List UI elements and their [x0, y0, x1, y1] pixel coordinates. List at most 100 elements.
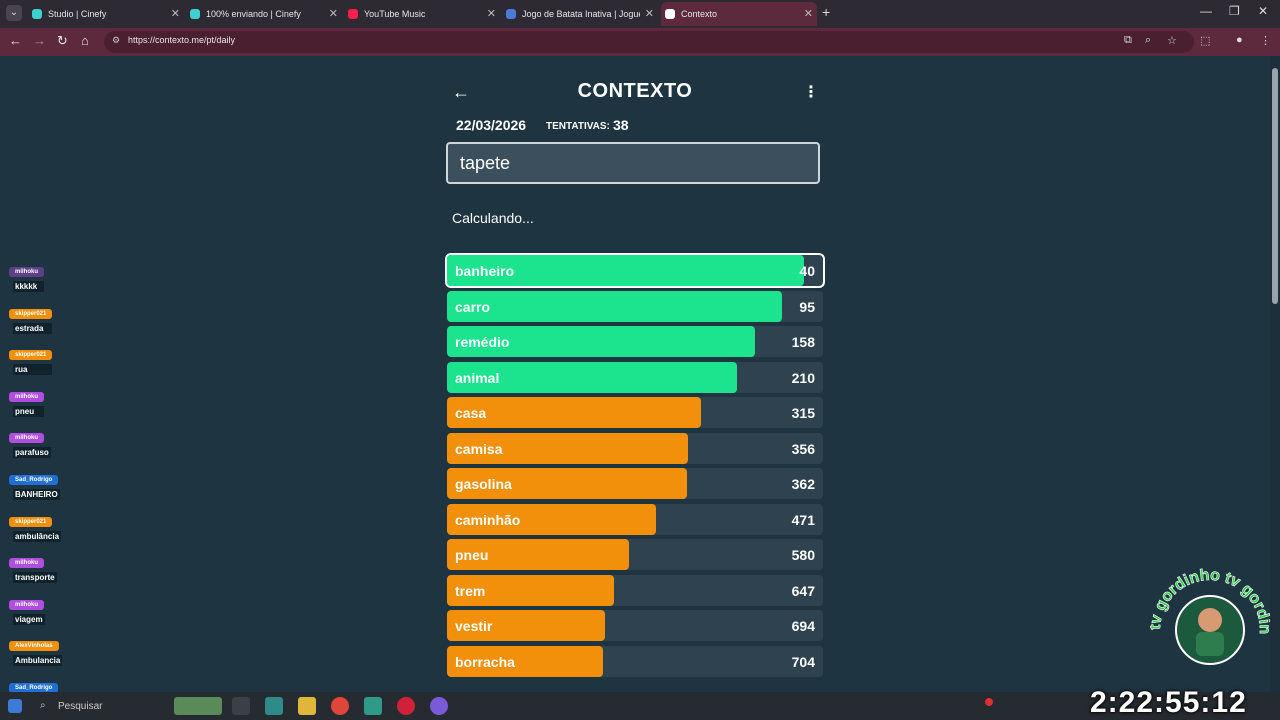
scroll-thumb[interactable] — [1272, 68, 1278, 304]
tentativas-label: TENTATIVAS: — [546, 121, 610, 132]
zoom-icon[interactable]: ⌕ — [1145, 34, 1152, 46]
tab-close-icon[interactable]: ✕ — [170, 8, 180, 20]
taskbar: ⌕ Pesquisar — [0, 692, 1280, 720]
reload-icon[interactable]: ↻ — [57, 33, 68, 48]
browser-tab[interactable]: 100% enviando | Cinefy ✕ — [186, 2, 342, 26]
tab-close-icon[interactable]: ✕ — [328, 8, 338, 20]
guess-proximity-bar — [447, 397, 701, 428]
chat-username: milhoku — [9, 599, 45, 610]
chrome-icon[interactable] — [331, 697, 349, 715]
chat-username: skipper021 — [9, 308, 53, 319]
close-window-icon[interactable]: ✕ — [1258, 4, 1269, 18]
guess-proximity-bar — [447, 503, 656, 535]
opera-icon[interactable] — [397, 697, 415, 715]
guess-input[interactable] — [446, 142, 820, 184]
url-text: https://contexto.me/pt/daily — [128, 35, 236, 45]
chat-username: milhoku — [9, 391, 45, 402]
guess-row: casa 315 — [447, 397, 823, 428]
chat-message: milhoku transporte — [9, 551, 57, 584]
task-view-icon[interactable] — [232, 697, 250, 715]
guess-word: casa — [455, 405, 487, 421]
omnibox[interactable]: ⚙ https://contexto.me/pt/daily — [104, 31, 1194, 53]
browser-tab[interactable]: Studio | Cinefy ✕ — [28, 2, 184, 26]
windows-start-icon[interactable] — [8, 699, 22, 713]
bookmark-star-icon[interactable]: ☆ — [1167, 35, 1177, 47]
guess-word: vestir — [455, 618, 493, 634]
guess-rank: 694 — [791, 618, 815, 634]
store-icon[interactable] — [265, 697, 283, 715]
restore-icon[interactable]: ❐ — [1229, 4, 1240, 18]
chat-message: milhoku viagem — [9, 593, 45, 625]
guess-row: vestir 694 — [447, 610, 823, 641]
back-arrow-icon[interactable]: ← — [452, 82, 470, 102]
search-label: Pesquisar — [58, 701, 103, 712]
more-options-icon[interactable]: ⋮ — [803, 84, 819, 101]
tab-search-button[interactable]: ⌄ — [6, 5, 22, 21]
taskbar-search[interactable]: ⌕ Pesquisar — [30, 695, 170, 717]
tab-favicon-icon — [506, 9, 516, 19]
page-scrollbar[interactable] — [1270, 56, 1280, 692]
tab-favicon-icon — [32, 9, 42, 19]
chat-text: viagem — [13, 613, 45, 625]
chat-text: transporte — [13, 572, 57, 584]
page-title: CONTEXTO — [577, 80, 693, 102]
chat-message: skipper021 ambulância — [9, 510, 62, 542]
profile-avatar[interactable]: ● — [1236, 34, 1243, 46]
guess-word: trem — [455, 582, 486, 599]
chat-message: skipper021 estrada — [9, 302, 53, 334]
chat-text: Ambulancia — [13, 655, 63, 667]
browser-tab[interactable]: Contexto ✕ — [661, 2, 817, 26]
guess-proximity-bar — [447, 574, 615, 606]
chat-text: rua — [13, 364, 53, 376]
site-info-icon[interactable]: ⚙ — [112, 35, 121, 45]
streamer-logo: tv gordinho tv gordinho — [1150, 568, 1270, 665]
guess-row: camisa 356 — [447, 432, 823, 464]
guess-rank: 95 — [799, 298, 815, 315]
chat-text: BANHEIRO — [13, 489, 60, 500]
minimize-icon[interactable]: — — [1200, 4, 1212, 18]
app-icon-2[interactable] — [430, 697, 448, 715]
guess-word: gasolina — [455, 476, 512, 492]
guess-proximity-bar — [447, 468, 687, 499]
tab-close-icon[interactable]: ✕ — [803, 8, 813, 20]
home-icon[interactable]: ⌂ — [81, 33, 89, 48]
extensions-icon[interactable]: ⬚ — [1200, 35, 1211, 47]
browser-tab[interactable]: Jogo de Batata Inativa | Jogue o ✕ — [502, 2, 658, 26]
chat-message: skipper021 rua — [9, 343, 53, 376]
tab-bar: ⌄ Studio | Cinefy ✕ 100% enviando | Cinefy… — [0, 0, 1280, 28]
forward-icon[interactable]: → — [33, 33, 46, 48]
notification-badge — [985, 698, 993, 706]
guess-rank: 580 — [791, 547, 815, 563]
weather-widget-icon[interactable] — [174, 697, 222, 715]
app-icon[interactable] — [364, 697, 382, 715]
search-icon: ⌕ — [40, 700, 46, 711]
tab-close-icon[interactable]: ✕ — [644, 8, 654, 20]
chat-username: AlexVinholas — [9, 641, 59, 652]
back-icon[interactable]: ← — [9, 33, 22, 48]
chat-message: AlexVinholas Ambulancia — [9, 634, 63, 667]
menu-icon[interactable]: ⋮ — [1260, 35, 1271, 47]
guess-rank: 356 — [791, 440, 815, 457]
browser-tab[interactable]: YouTube Music ✕ — [344, 2, 500, 26]
tab-favicon-icon — [348, 9, 358, 19]
guess-row: banheiro 40 — [445, 253, 825, 288]
game-date: 22/03/2026 — [456, 117, 527, 133]
guess-word: caminhão — [455, 511, 521, 528]
guess-rank: 647 — [791, 582, 815, 599]
install-app-icon[interactable]: ⧉ — [1124, 34, 1132, 46]
chat-message: milhoku pneu — [9, 385, 45, 417]
tab-close-icon[interactable]: ✕ — [486, 8, 496, 20]
guess-rank: 210 — [791, 369, 815, 386]
chat-username: skipper021 — [9, 350, 53, 361]
chat-message: milhoku parafuso — [9, 426, 51, 459]
guess-proximity-bar — [447, 255, 805, 286]
guess-proximity-bar — [447, 361, 737, 393]
guess-word: carro — [455, 298, 491, 315]
tab-title: YouTube Music — [364, 9, 426, 19]
chat-username: milhoku — [9, 433, 45, 444]
chat-text: estrada — [13, 322, 53, 334]
tab-title: Contexto — [681, 9, 718, 19]
new-tab-button[interactable]: + — [822, 4, 831, 20]
guess-proximity-bar — [447, 326, 756, 357]
file-explorer-icon[interactable] — [298, 697, 316, 715]
